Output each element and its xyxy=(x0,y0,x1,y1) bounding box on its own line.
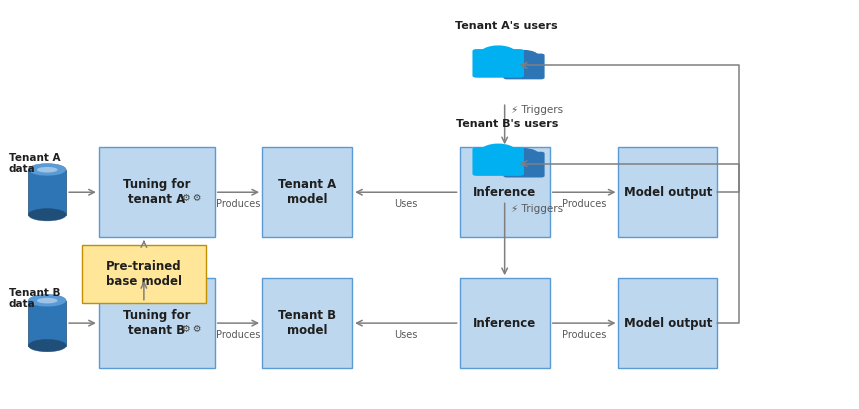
Text: Model output: Model output xyxy=(624,186,712,199)
FancyBboxPatch shape xyxy=(618,147,717,237)
Ellipse shape xyxy=(28,209,66,221)
Text: Tenant B's users: Tenant B's users xyxy=(455,119,558,129)
Text: ⚡ Triggers: ⚡ Triggers xyxy=(511,106,564,115)
Text: Tenant B
data: Tenant B data xyxy=(9,288,60,309)
FancyBboxPatch shape xyxy=(618,278,717,368)
Circle shape xyxy=(509,148,539,163)
Text: ⚙ ⚙: ⚙ ⚙ xyxy=(182,193,201,202)
Text: Produces: Produces xyxy=(216,199,260,209)
Text: Produces: Produces xyxy=(562,330,606,339)
Text: Uses: Uses xyxy=(394,330,417,339)
FancyBboxPatch shape xyxy=(99,147,215,237)
Ellipse shape xyxy=(37,298,58,303)
Text: Produces: Produces xyxy=(562,199,606,209)
Text: ⚡ Triggers: ⚡ Triggers xyxy=(511,204,564,213)
FancyArrowPatch shape xyxy=(521,63,739,192)
Text: Tuning for
tenant A: Tuning for tenant A xyxy=(123,178,191,206)
Text: Produces: Produces xyxy=(216,330,260,339)
Text: Pre-trained
base model: Pre-trained base model xyxy=(106,260,182,288)
Text: Tenant A's users: Tenant A's users xyxy=(455,21,558,31)
FancyBboxPatch shape xyxy=(99,278,215,368)
Circle shape xyxy=(479,45,517,63)
Text: Tenant B
model: Tenant B model xyxy=(278,309,336,337)
Circle shape xyxy=(479,144,517,162)
FancyBboxPatch shape xyxy=(503,54,545,79)
FancyBboxPatch shape xyxy=(472,147,524,176)
FancyBboxPatch shape xyxy=(262,278,352,368)
Text: Inference: Inference xyxy=(473,186,536,199)
FancyBboxPatch shape xyxy=(460,147,550,237)
FancyBboxPatch shape xyxy=(460,278,550,368)
Text: Inference: Inference xyxy=(473,317,536,330)
Ellipse shape xyxy=(37,167,58,173)
FancyArrowPatch shape xyxy=(521,161,739,323)
Text: Tuning for
tenant B: Tuning for tenant B xyxy=(123,309,191,337)
Text: Model output: Model output xyxy=(624,317,712,330)
Bar xyxy=(28,170,66,215)
FancyBboxPatch shape xyxy=(262,147,352,237)
Text: ⚙ ⚙: ⚙ ⚙ xyxy=(182,324,201,333)
Bar xyxy=(28,301,66,346)
FancyBboxPatch shape xyxy=(472,49,524,78)
FancyBboxPatch shape xyxy=(503,152,545,178)
Circle shape xyxy=(509,50,539,65)
Ellipse shape xyxy=(28,294,66,307)
Text: Tenant A
data: Tenant A data xyxy=(9,153,60,174)
FancyBboxPatch shape xyxy=(82,245,206,303)
Text: Uses: Uses xyxy=(394,199,417,209)
Ellipse shape xyxy=(28,339,66,352)
Ellipse shape xyxy=(28,164,66,176)
Text: Tenant A
model: Tenant A model xyxy=(278,178,336,206)
